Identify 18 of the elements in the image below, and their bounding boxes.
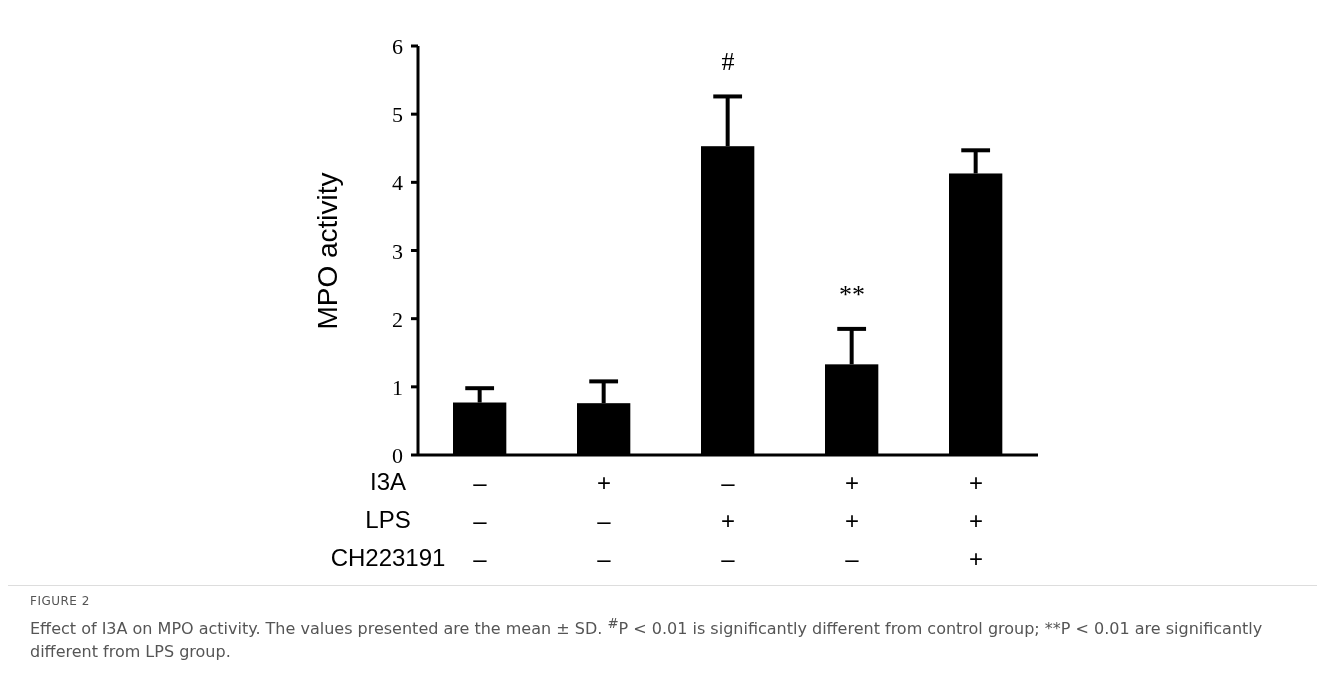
y-tick-label: 2 [392,306,403,332]
y-tick-label: 1 [392,374,403,400]
data-label: # [720,46,736,79]
text: Effect of I3A on MPO activity. The values presented are the mean ± SD. $^{#}$P < 0.01 is significantly different from control group; **P < 0.01 are significantly different from LPS group. [30,616,1263,662]
y-tick-label: 4 [392,170,403,196]
y-tick-label: 3 [392,238,403,264]
x-tick-label: + + – [844,469,860,572]
x-tick-label: – + – [720,469,736,572]
x-tick-label: – – – [473,469,488,572]
y-tick-label: 0 [392,443,403,468]
x-axis-title: I3A LPS CH223191 [330,468,446,571]
x-tick-label: + + + [968,469,984,572]
y-tick-label: 5 [392,102,403,128]
y-axis-title: MPO activity [311,170,344,332]
x-tick-label: + – – [596,469,612,572]
data-label: ** [838,278,866,311]
text: FIGURE 2 [30,594,91,608]
y-tick-label: 6 [392,34,403,59]
